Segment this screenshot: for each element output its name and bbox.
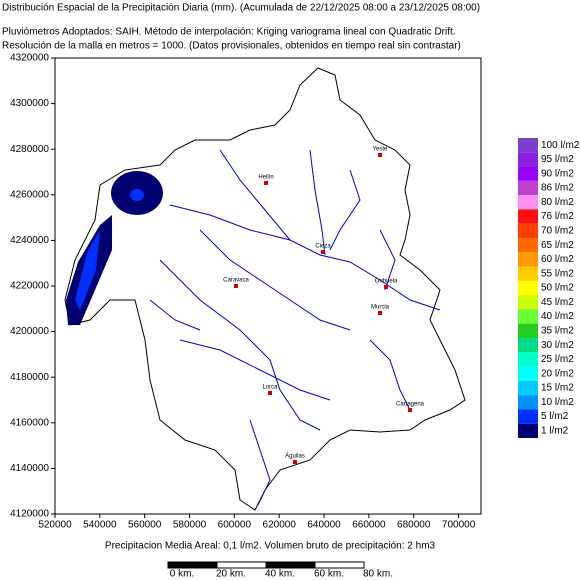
legend-swatch — [518, 266, 538, 281]
city-marker — [378, 153, 382, 157]
x-tick-label: 680000 — [397, 520, 431, 531]
legend-label: 50 l/m2 — [541, 283, 574, 294]
y-tick-label: 4260000 — [10, 189, 49, 200]
legend-label: 60 l/m2 — [541, 254, 574, 265]
scale-segment — [265, 561, 316, 569]
city-label: Orihuela — [375, 279, 398, 285]
legend-label: 40 l/m2 — [541, 311, 574, 322]
x-tick-label: 540000 — [83, 520, 117, 531]
legend-label: 45 l/m2 — [541, 297, 574, 308]
subtitle: Resolución de la malla en metros = 1000.… — [2, 41, 461, 52]
legend-label: 80 l/m2 — [541, 197, 574, 208]
y-tick-label: 4140000 — [10, 463, 49, 474]
legend-swatch — [518, 209, 538, 224]
y-tick-label: 4280000 — [10, 144, 49, 155]
legend-swatch — [518, 195, 538, 210]
legend-label: 30 l/m2 — [541, 340, 574, 351]
legend-label: 25 l/m2 — [541, 354, 574, 365]
city-marker — [321, 250, 325, 254]
scale-label: 20 km. — [216, 569, 246, 580]
y-tick-label: 4240000 — [10, 235, 49, 246]
city-label: Cieza — [315, 244, 331, 250]
legend-swatch — [518, 152, 538, 167]
x-tick-label: 640000 — [307, 520, 341, 531]
legend-swatch — [518, 280, 538, 296]
legend-swatch — [518, 366, 538, 381]
city-label: Hellín — [258, 175, 273, 181]
legend-swatch — [518, 180, 538, 196]
city-label: Murcia — [371, 305, 390, 311]
y-tick-label: 4220000 — [10, 281, 49, 292]
legend-swatch — [518, 238, 538, 253]
city-label: Cartagena — [396, 402, 425, 408]
legend-swatch — [518, 352, 538, 367]
legend-swatch — [518, 309, 538, 324]
city-marker — [408, 408, 412, 412]
x-tick-label: 660000 — [352, 520, 386, 531]
legend-label: 1 l/m2 — [541, 425, 569, 436]
legend-label: 15 l/m2 — [541, 383, 574, 394]
legend-label: 76 l/m2 — [541, 211, 574, 222]
x-tick-label: 560000 — [128, 520, 162, 531]
legend-swatch — [518, 323, 538, 338]
legend-swatch — [518, 295, 538, 310]
legend-label: 95 l/m2 — [541, 154, 574, 165]
city-marker — [264, 181, 268, 185]
city-label: Águilas — [285, 453, 305, 460]
x-tick-label: 620000 — [263, 520, 297, 531]
x-tick-label: 600000 — [218, 520, 252, 531]
legend-swatch — [518, 166, 538, 181]
x-tick-label: 700000 — [442, 520, 476, 531]
city-marker — [293, 460, 297, 464]
scale-segment — [216, 561, 267, 569]
city-marker — [234, 284, 238, 288]
legend-label: 35 l/m2 — [541, 325, 574, 336]
x-tick-label: 520000 — [38, 520, 72, 531]
legend-label: 65 l/m2 — [541, 240, 574, 251]
scale-label: 40 km. — [265, 569, 295, 580]
city-marker — [268, 391, 272, 395]
footer: Precipitacion Media Areal: 0,1 l/m2. Vol… — [105, 541, 436, 552]
y-tick-label: 4120000 — [10, 509, 49, 520]
y-tick-label: 4300000 — [10, 98, 49, 109]
legend-label: 10 l/m2 — [541, 397, 574, 408]
legend-swatch — [518, 223, 538, 238]
scale-segment — [314, 561, 365, 569]
legend-swatch — [518, 423, 538, 438]
scale-label: 80 km. — [363, 569, 393, 580]
legend-swatch — [518, 395, 538, 410]
legend-label: 5 l/m2 — [541, 411, 569, 422]
legend-swatch — [518, 338, 538, 353]
y-tick-label: 4200000 — [10, 326, 49, 337]
city-marker — [378, 311, 382, 315]
y-tick-label: 4160000 — [10, 417, 49, 428]
legend-swatch — [518, 409, 538, 424]
legend-label: 70 l/m2 — [541, 225, 574, 236]
subtitle: Pluviómetros Adoptados: SAIH. Método de … — [2, 27, 456, 38]
legend-label: 55 l/m2 — [541, 268, 574, 279]
legend-swatch — [518, 138, 538, 153]
scale-label: 60 km. — [314, 569, 344, 580]
city-label: Lorca — [262, 385, 278, 391]
scale-label: 0 km. — [170, 569, 194, 580]
legend-label: 86 l/m2 — [541, 183, 574, 194]
rivers — [149, 149, 441, 506]
legend-label: 20 l/m2 — [541, 368, 574, 379]
city-label: Caravaca — [223, 278, 249, 284]
legend-swatch — [518, 252, 538, 267]
y-tick-label: 4320000 — [10, 53, 49, 64]
x-tick-label: 580000 — [173, 520, 207, 531]
city-label: Yeste — [373, 147, 388, 153]
city-marker — [384, 285, 388, 289]
legend-label: 90 l/m2 — [541, 168, 574, 179]
scale-segment — [167, 561, 218, 569]
title: Distribución Espacial de la Precipitació… — [2, 3, 480, 14]
legend-swatch — [518, 380, 538, 396]
y-tick-label: 4180000 — [10, 372, 49, 383]
precipitation-area — [66, 171, 163, 325]
legend-label: 100 l/m2 — [541, 140, 580, 151]
